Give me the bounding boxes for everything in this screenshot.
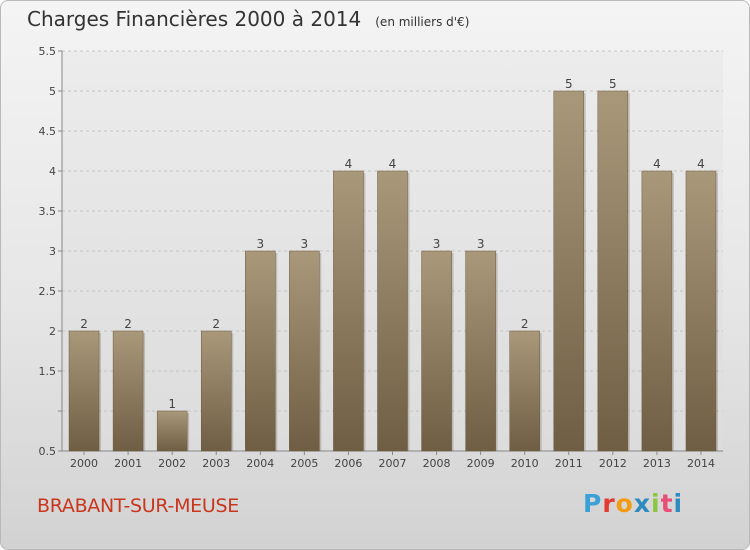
x-tick-label: 2009 (467, 457, 495, 470)
chart-unit-label: (en milliers d'€) (375, 15, 470, 29)
data-label: 5 (565, 77, 573, 91)
x-tick-label: 2002 (158, 457, 186, 470)
bar (597, 90, 629, 452)
bar (509, 330, 540, 452)
data-label: 2 (521, 317, 529, 331)
data-label: 3 (433, 237, 441, 251)
y-tick-label: 4 (49, 165, 56, 178)
x-tick-label: 2000 (70, 457, 98, 470)
logo-letter: r (602, 489, 616, 518)
bar (245, 250, 276, 452)
data-label: 2 (212, 317, 220, 331)
chart-title: Charges Financières 2000 à 2014 (en milli… (27, 7, 469, 31)
logo-letter: x (633, 489, 651, 518)
bar (68, 330, 100, 452)
x-tick-label: 2012 (599, 457, 627, 470)
bar (289, 250, 320, 452)
x-tick-label: 2013 (643, 457, 671, 470)
data-label: 4 (653, 157, 661, 171)
bar (333, 170, 364, 452)
x-tick-label: 2001 (114, 457, 142, 470)
city-name: BRABANT-SUR-MEUSE (37, 495, 239, 517)
data-label: 2 (124, 317, 132, 331)
x-tick-label: 2010 (511, 457, 539, 470)
bar (465, 250, 496, 452)
y-tick-label: 5.5 (39, 45, 57, 58)
data-label: 1 (168, 397, 176, 411)
y-tick-label: 4.5 (39, 125, 57, 138)
proxiti-logo[interactable]: Proxiti (583, 489, 683, 518)
logo-letter: t (660, 489, 674, 518)
bar (685, 170, 717, 452)
logo-letter: i (651, 489, 661, 518)
x-tick-label: 2011 (555, 457, 583, 470)
y-tick-label: 5 (49, 85, 56, 98)
y-tick-label: 0.5 (39, 445, 57, 458)
logo-letter: o (615, 489, 634, 518)
bar (421, 250, 452, 452)
x-tick-label: 2007 (379, 457, 407, 470)
y-tick-label: 1.5 (39, 365, 57, 378)
bar (156, 410, 188, 452)
y-tick-label: 3.5 (39, 205, 57, 218)
data-label: 4 (345, 157, 353, 171)
x-tick-label: 2014 (687, 457, 715, 470)
bar (641, 170, 673, 452)
bar (377, 170, 408, 452)
logo-letter: i (673, 489, 684, 518)
logo-letter: P (583, 489, 603, 518)
x-tick-label: 2003 (202, 457, 230, 470)
data-label: 2 (80, 317, 88, 331)
data-label: 3 (256, 237, 264, 251)
y-tick-label: 2.5 (39, 285, 57, 298)
x-tick-label: 2006 (334, 457, 362, 470)
data-label: 4 (697, 157, 705, 171)
data-label: 5 (609, 77, 617, 91)
x-tick-label: 2004 (246, 457, 274, 470)
chart-title-text: Charges Financières 2000 à 2014 (27, 7, 362, 31)
x-tick-label: 2005 (290, 457, 318, 470)
y-tick-label: 2 (49, 325, 56, 338)
y-tick-label: 3 (49, 245, 56, 258)
bar (553, 90, 585, 452)
data-label: 3 (301, 237, 309, 251)
data-label: 4 (389, 157, 397, 171)
bar (112, 330, 144, 452)
data-label: 3 (477, 237, 485, 251)
x-tick-label: 2008 (423, 457, 451, 470)
bar (200, 330, 232, 452)
